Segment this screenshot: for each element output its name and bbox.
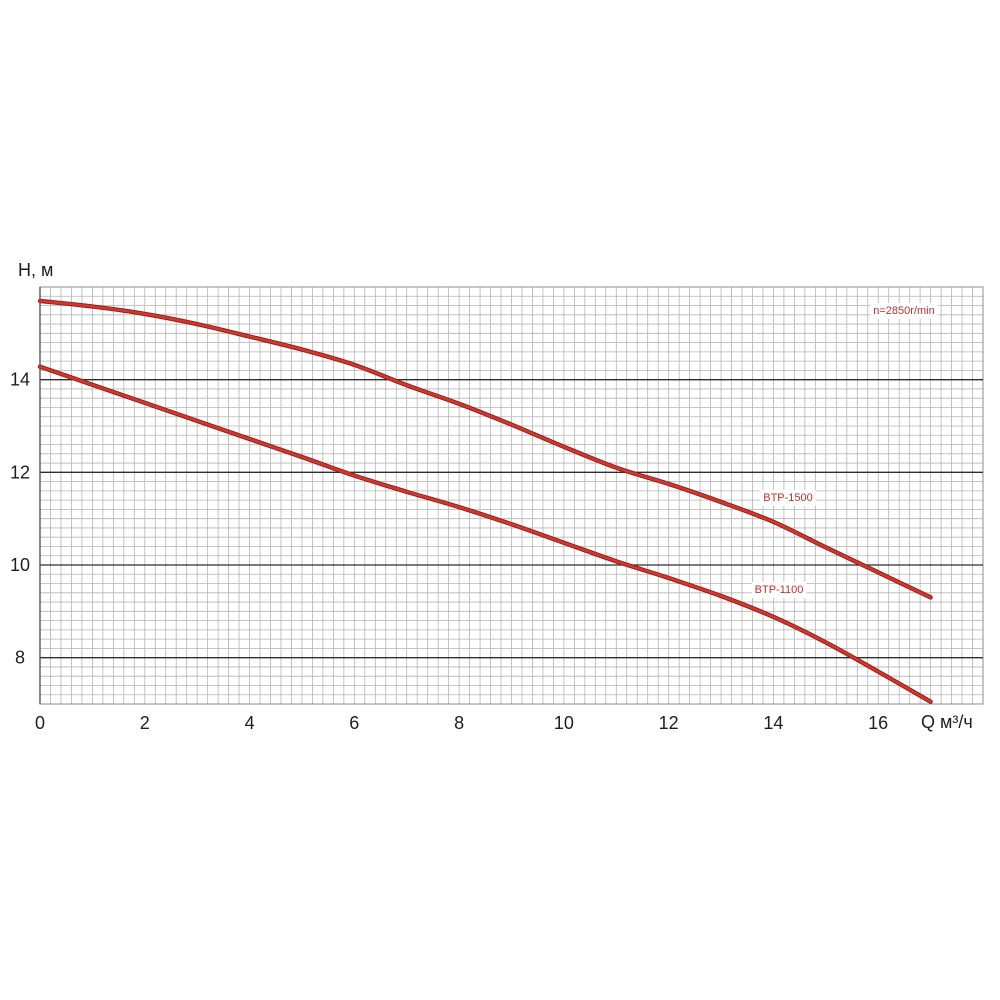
y-tick-label: 8 — [15, 648, 25, 668]
series-label-text: BTP-1500 — [763, 492, 813, 504]
x-axis-title: Q м³/ч — [921, 712, 973, 732]
series-label: BTP-1500 — [760, 490, 816, 506]
series-btp-1500 — [37, 298, 933, 600]
y-tick-label: 12 — [10, 462, 30, 482]
speed-annotation-background — [870, 303, 938, 319]
series-line — [38, 365, 932, 703]
series-label-background — [751, 582, 807, 598]
x-tick-label: 16 — [868, 713, 888, 733]
series-label-text: BTP-1100 — [755, 584, 804, 596]
curves — [37, 298, 933, 704]
speed-annotation: n=2850r/min — [870, 303, 938, 319]
series-btp-1100 — [37, 364, 933, 704]
series-label-background — [760, 490, 816, 506]
series-line — [38, 299, 932, 599]
y-tick-label: 14 — [10, 370, 30, 390]
speed-annotation-text: n=2850r/min — [873, 305, 934, 317]
x-tick-label: 8 — [454, 713, 464, 733]
tick-labels: 0 2 4 6 8 10 12 14 16 8 10 12 14 — [10, 370, 888, 733]
x-tick-label: 12 — [659, 713, 679, 733]
x-tick-label: 14 — [763, 713, 783, 733]
y-tick-label: 10 — [10, 555, 30, 575]
x-tick-label: 10 — [554, 713, 574, 733]
x-tick-label: 2 — [140, 713, 150, 733]
x-tick-label: 4 — [245, 713, 255, 733]
curve-labels: n=2850r/min BTP-1500 BTP-1100 — [751, 303, 938, 598]
y-axis-title: H, м — [18, 260, 53, 280]
x-tick-label: 6 — [349, 713, 359, 733]
series-label: BTP-1100 — [751, 582, 807, 598]
x-tick-label: 0 — [35, 713, 45, 733]
